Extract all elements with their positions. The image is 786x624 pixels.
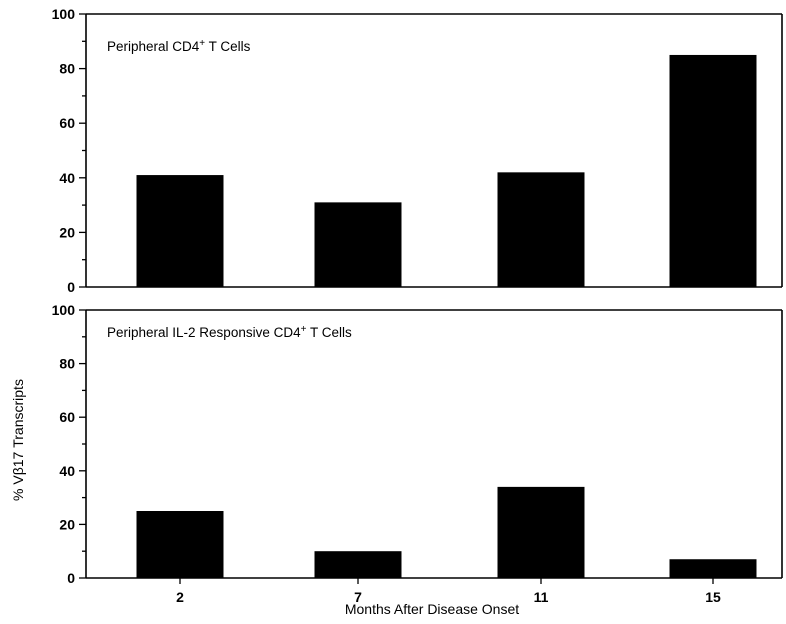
bar-7 xyxy=(314,202,402,287)
bar-15 xyxy=(669,54,757,288)
bar-7 xyxy=(314,551,402,578)
panel-title: Peripheral CD4+ T Cells xyxy=(107,38,251,54)
y-tick-label: 20 xyxy=(59,224,75,240)
panel-title-superscript: + xyxy=(301,324,307,335)
x-tick-label: 11 xyxy=(534,589,549,605)
top-panel: 0 20 40 60 80 100 Peripheral CD4+ T Cells xyxy=(52,6,783,295)
panel-title-superscript: + xyxy=(199,38,205,49)
y-tick-label: 0 xyxy=(67,570,75,586)
y-tick-label: 0 xyxy=(67,279,75,295)
bar-2 xyxy=(136,511,224,578)
bottom-panel: 0 20 40 60 80 100 Peripheral IL-2 Responsive C… xyxy=(52,302,783,605)
y-tick-label: 40 xyxy=(59,170,75,186)
y-tick-label: 80 xyxy=(59,356,75,372)
y-tick-label: 100 xyxy=(52,302,76,318)
x-axis-title: Months After Disease Onset xyxy=(345,601,519,617)
y-tick-label: 60 xyxy=(59,409,75,425)
x-tick-label: 2 xyxy=(176,589,184,605)
panel-title: Peripheral IL-2 Responsive CD4+ T Cells xyxy=(107,324,352,340)
y-tick-label: 40 xyxy=(59,463,75,479)
x-tick-label: 15 xyxy=(705,589,721,605)
y-tick-label: 20 xyxy=(59,516,75,532)
bar-11 xyxy=(497,172,585,287)
panel-title-rest: T Cells xyxy=(306,325,352,340)
x-tick-label: 7 xyxy=(354,589,362,605)
panel-title-rest: T Cells xyxy=(205,39,251,54)
y-tick-label: 100 xyxy=(52,6,76,22)
panel-title-main: Peripheral CD4 xyxy=(107,39,200,54)
bar-15 xyxy=(669,559,757,578)
bar-2 xyxy=(136,175,224,287)
y-tick-label: 60 xyxy=(59,115,75,131)
panel-title-main: Peripheral IL-2 Responsive CD4 xyxy=(107,325,301,340)
bar-11 xyxy=(497,486,585,578)
y-tick-label: 80 xyxy=(59,61,75,77)
y-axis-title: % Vβ17 Transcripts xyxy=(10,379,26,501)
